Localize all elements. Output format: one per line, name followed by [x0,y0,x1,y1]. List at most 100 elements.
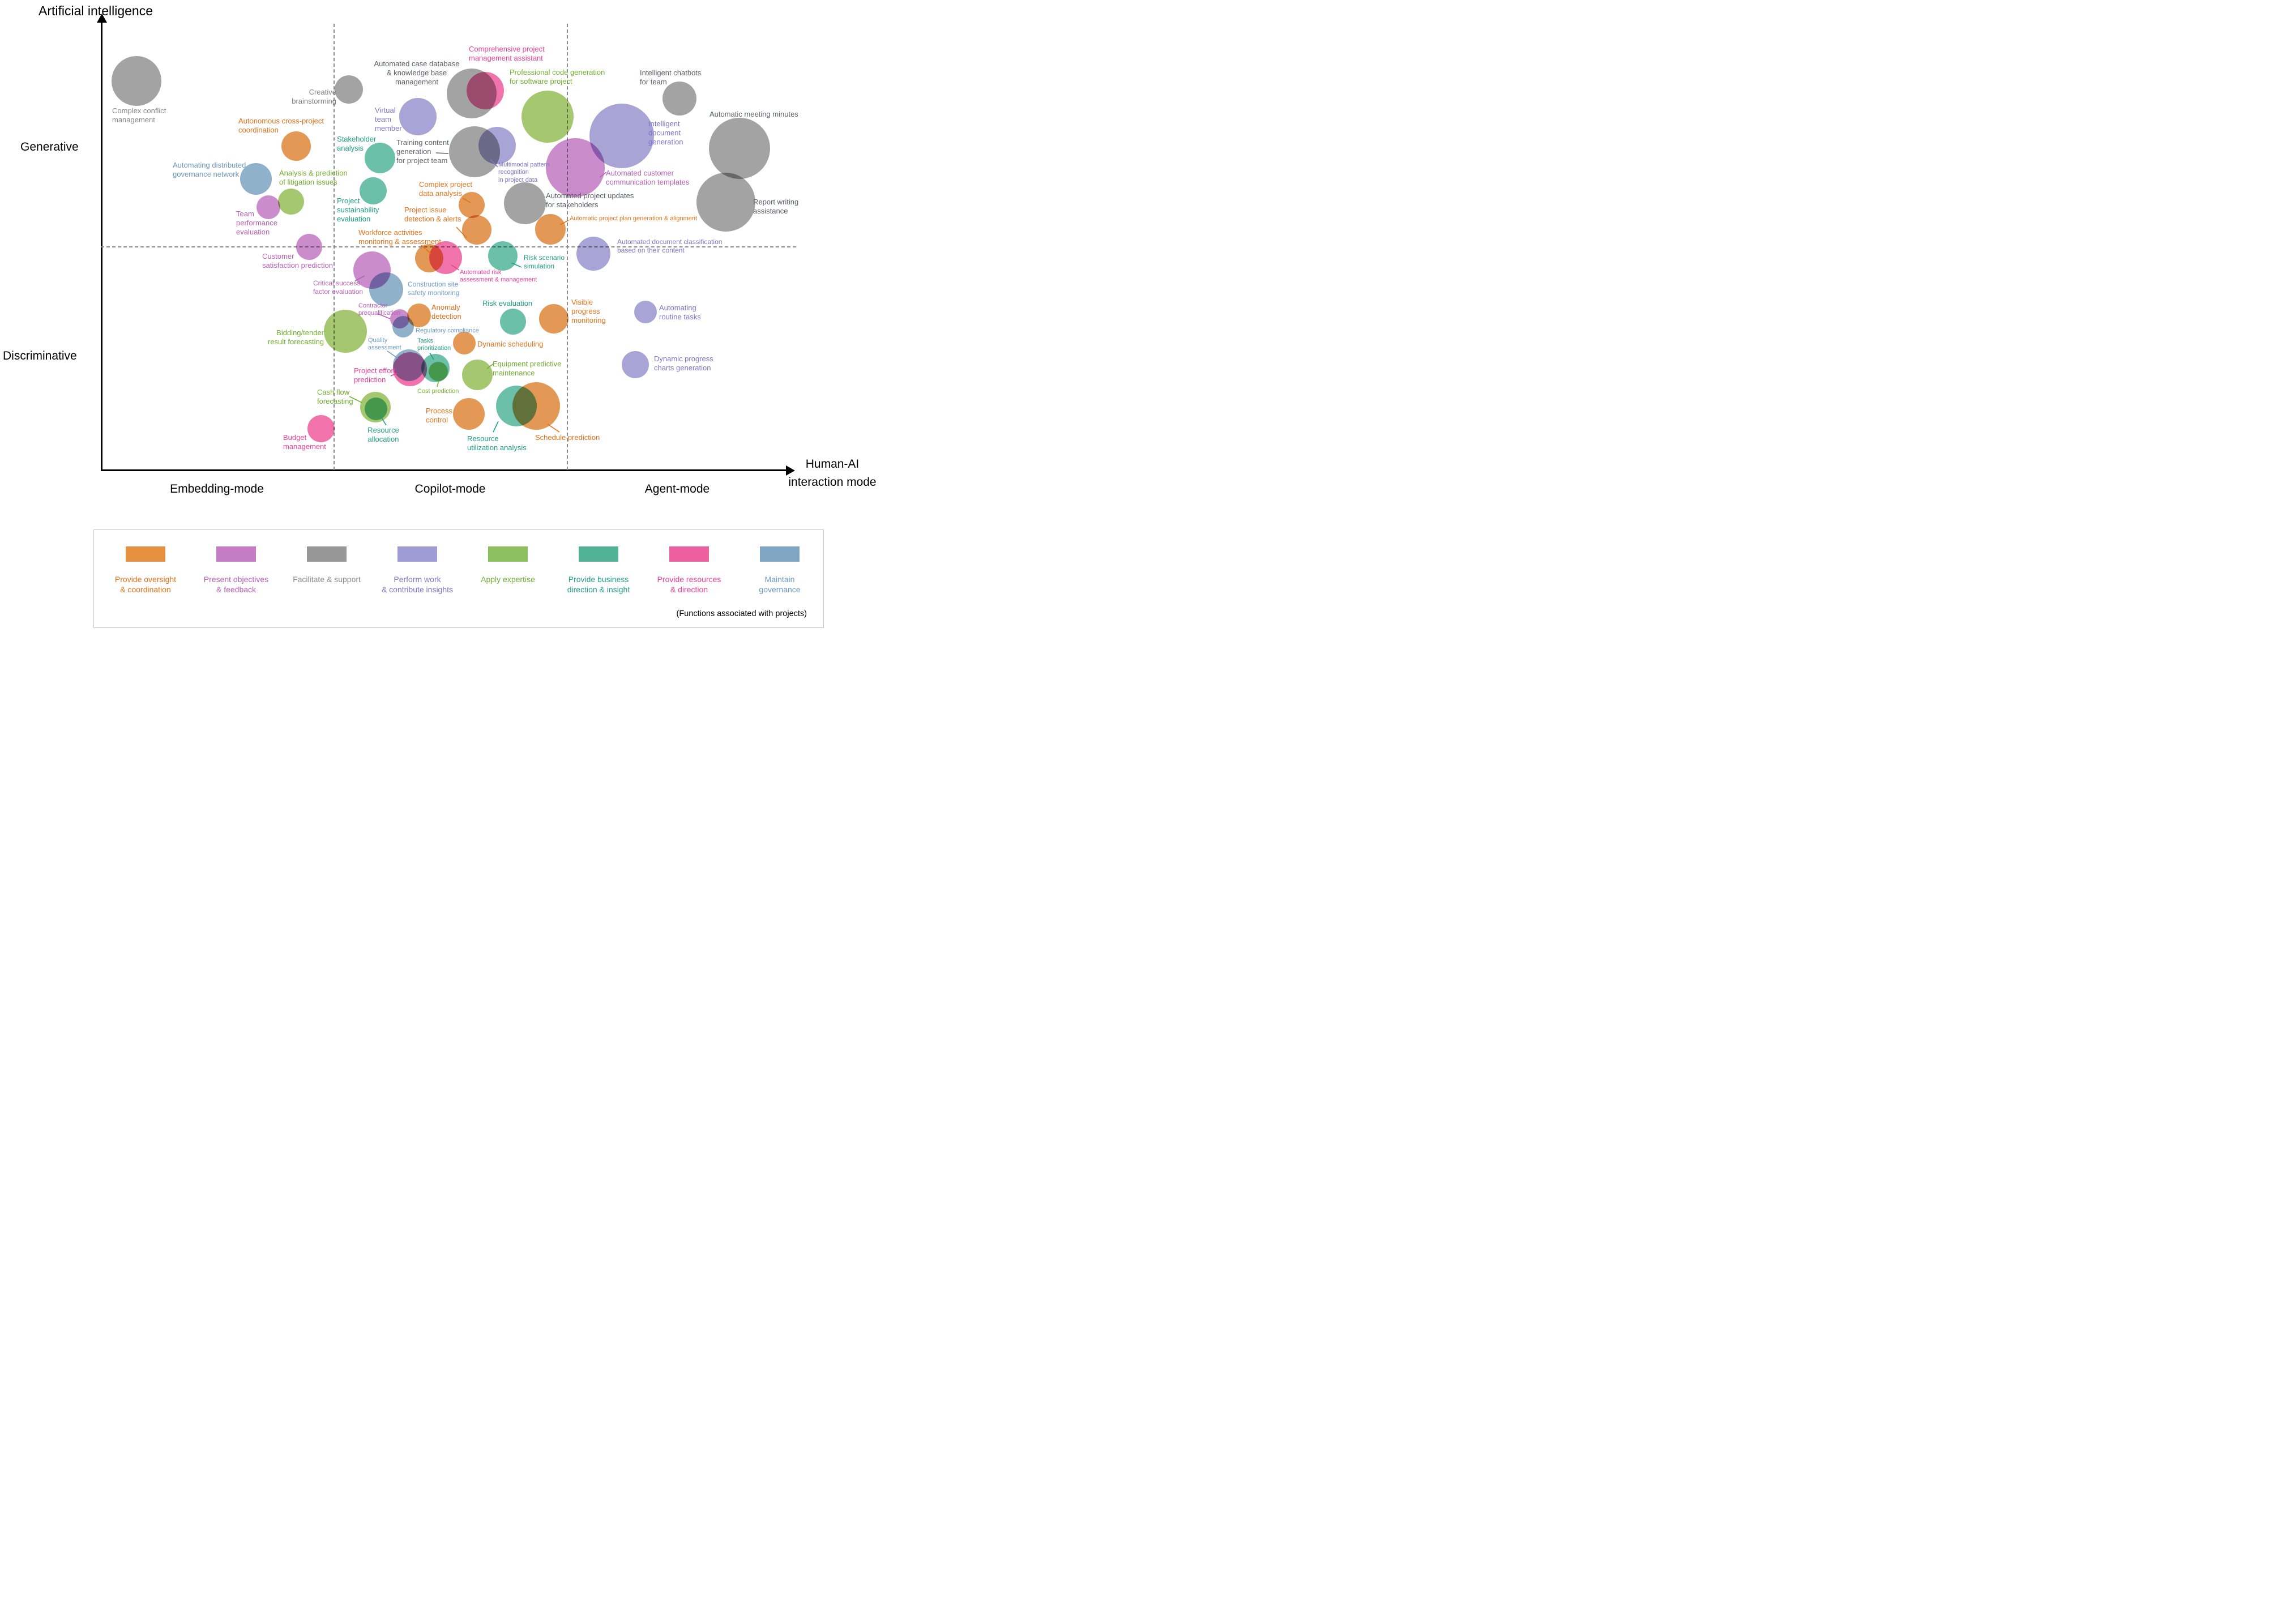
label-line: Project [337,196,360,205]
bubble-automating-routine-tasks [634,301,657,323]
legend-label-7: Provide resources & direction [641,574,737,595]
leader-multimodal-pattern-recognition [490,159,498,168]
label-line: governance network [173,169,240,178]
bubble-automatic-meeting-minutes [709,118,770,179]
label-line: satisfaction prediction [262,260,334,270]
label-virtual-team-member: Virtual team member [375,106,402,133]
label-line: Professional code generation [510,68,605,76]
label-line: Automated case database [374,59,460,68]
legend-label-line: Perform work [394,575,441,584]
label-line: Bidding/tender [276,328,324,337]
label-stakeholder-analysis: Stakeholder analysis [337,135,376,153]
label-line: Dynamic scheduling [477,340,544,348]
label-line: Complex project [419,180,472,189]
label-project-issue-detection-alerts: Project issue detection & alerts [404,206,461,224]
label-project-effort-prediction: Project effort prediction [354,366,395,384]
label-line: Contractor [358,302,388,309]
legend-label-line: & coordination [120,585,171,595]
label-line: Intelligent [648,119,680,128]
bubble-visible-progress-monitoring [539,304,568,334]
legend-label-line: & direction [670,585,708,595]
bubble-project-issue-detection-alerts [462,215,491,245]
label-line: Virtual [375,106,396,114]
legend-swatch-4 [397,546,437,562]
x-mode-label-embedding-mode: Embedding-mode [170,482,264,495]
bubble-bidding-tender-result-forecasting [324,310,367,353]
label-multimodal-pattern-recognition: Multimodal pattern recognition in project … [498,161,550,184]
leader-workforce-activities-monitoring [421,245,431,254]
bubble-dynamic-scheduling [453,332,476,354]
label-line: Budget [283,433,307,442]
bubble-budget-management [307,415,335,442]
bubble-comprehensive-project-management-assistant [467,72,504,109]
label-line: Risk scenario [524,254,565,262]
label-line: monitoring & assessment [358,237,441,246]
label-resource-utilization-analysis: Resource utilization analysis [467,434,527,452]
legend-label-line: Present objectives [203,575,269,584]
label-line: Automated document classification [617,238,723,246]
label-line: management [112,115,155,124]
bubble-automated-document-classification [576,237,610,271]
label-line: of litigation issues [279,177,337,186]
label-line: communication templates [606,177,690,186]
label-quality-assessment: Quality assessment [368,337,401,352]
leader-schedule-prediction [547,424,560,433]
label-line: Quality [368,337,388,344]
label-line: Team [236,210,254,218]
bubble-construction-site-safety-monitoring [369,272,403,306]
label-workforce-activities-monitoring: Workforce activities monitoring & assessm… [358,228,441,246]
chart-canvas: Artificial intelligence Generative Discr… [0,0,888,634]
label-line: Complex conflict [112,106,166,115]
x-mode-label-agent-mode: Agent-mode [644,482,710,495]
y-axis-title: Artificial intelligence [39,3,153,18]
legend-swatch-3 [307,546,347,562]
leader-project-issue-detection-alerts [456,226,467,238]
label-schedule-prediction: Schedule prediction [535,433,600,442]
label-contractor-prequalification: Contractor prequalification [358,302,400,318]
label-line: Workforce activities [358,228,422,237]
legend-label-6: Provide business direction & insight [550,574,647,595]
x-axis-arrow-icon [786,465,795,476]
label-intelligent-document-generation: Intelligent document generation [648,119,683,147]
legend-label-5: Apply expertise [460,574,556,584]
bubble-automatic-project-plan-generation [535,214,566,245]
label-line: member [375,123,402,133]
label-risk-scenario-simulation: Risk scenario simulation [524,254,565,270]
bubble-complex-project-data-analysis [459,192,485,218]
label-line: prioritization [417,345,451,352]
label-automating-distributed-governance-network: Automating distributed governance network [173,161,246,179]
label-process-control: Process control [426,407,452,425]
x-axis-title: Human-AI interaction mode [777,455,888,491]
label-line: management assistant [469,53,543,62]
label-regulatory-compliance: Regulatory compliance [416,327,479,335]
label-intelligent-chatbots-for-team: Intelligent chatbots for team [640,69,701,87]
bubble-schedule-prediction [512,382,560,430]
bubble-risk-scenario-simulation [488,241,518,271]
label-line: prequalification [358,310,400,317]
label-line: for stakeholders [546,200,599,209]
x-mode-label-copilot-mode: Copilot-mode [414,482,486,495]
label-line: Visible [571,298,593,306]
y-level-generative: Generative [20,140,79,153]
legend-label-line: & contribute insights [381,585,454,595]
bubble-automating-distributed-governance-network [240,163,272,195]
label-cash-flow-forecasting: Cash flow forecasting [317,388,353,406]
label-analysis-prediction-litigation-issues: Analysis & prediction of litigation issue… [279,169,348,187]
legend-swatch-7 [669,546,709,562]
label-automatic-meeting-minutes: Automatic meeting minutes [709,110,798,119]
legend-label-line: Maintain [764,575,795,584]
bubble-regulatory-compliance [392,316,414,337]
legend-label-line: Provide oversight [114,575,177,584]
label-line: monitoring [571,315,606,324]
label-training-content-generation: Training content generation for project te… [396,138,449,165]
label-line: Automated risk [460,269,502,276]
label-critical-success-factor-evaluation: Critical success factor evaluation [313,279,363,296]
label-line: factor evaluation [313,287,364,296]
legend-label-1: Provide oversight & coordination [97,574,194,595]
label-resource-allocation: Resource allocation [367,426,399,444]
label-line: Regulatory compliance [416,327,479,334]
label-line: Automating distributed [173,161,246,169]
legend-swatch-6 [579,546,618,562]
legend-swatch-1 [126,546,165,562]
label-line: Stakeholder [337,135,377,143]
